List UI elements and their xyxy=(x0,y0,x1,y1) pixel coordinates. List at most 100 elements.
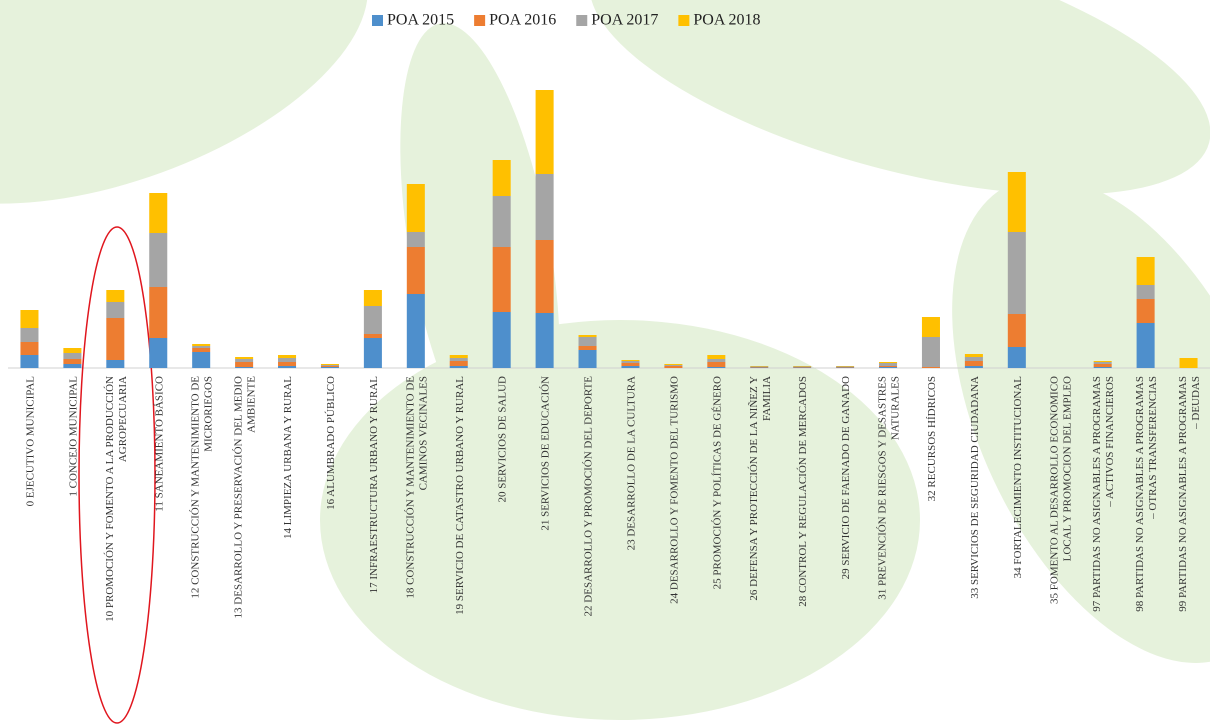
x-tick-label: 97 PARTIDAS NO ASIGNABLES A PROGRAMAS – … xyxy=(1091,376,1116,612)
x-tick-label: 22 DESARROLLO Y PROMOCIÓN DEL DEPORTE xyxy=(583,376,595,617)
x-tick-label: 21 SERVICIOS DE EDUCACIÓN xyxy=(540,376,552,531)
bar-segment xyxy=(964,354,983,357)
x-tick-label: 31 PREVENCIÓN DE RIESGOS Y DESASTRES NAT… xyxy=(877,376,902,600)
bar-segment xyxy=(1007,314,1026,347)
x-tick-label: 19 SERVICIO DE CATASTRO URBANO Y RURAL xyxy=(454,376,466,615)
x-tick-label: 23 DESARROLLO DE LA CULTURA xyxy=(625,376,637,550)
bar-segment xyxy=(1136,285,1155,299)
bar-segment xyxy=(320,364,339,365)
bar-segment xyxy=(793,366,812,367)
bar-segment xyxy=(964,366,983,368)
x-tick-label: 12 CONSTRUCCIÓN Y MANTENIMIENTO DE MICRO… xyxy=(190,376,215,599)
bar-segment xyxy=(621,366,640,368)
legend-label: POA 2018 xyxy=(693,12,760,29)
bar-segment xyxy=(1093,364,1112,367)
bar-segment xyxy=(20,355,39,368)
bar-segment xyxy=(20,342,39,355)
bar-segment xyxy=(621,361,640,363)
bar-segment xyxy=(1136,299,1155,323)
x-tick-label: 13 DESARROLLO Y PRESERVACIÓN DEL MEDIO A… xyxy=(233,376,258,619)
bar-segment xyxy=(707,367,726,368)
bar-segment xyxy=(964,357,983,361)
bar-segment xyxy=(836,366,855,367)
bar-segment xyxy=(363,338,382,368)
bar-segment xyxy=(535,90,554,174)
legend: POA 2015 POA 2016 POA 2017 POA 2018 xyxy=(372,12,761,29)
bar-segment xyxy=(1179,358,1198,368)
bar-segment xyxy=(535,174,554,240)
x-tick-label: 20 SERVICIOS DE SALUD xyxy=(497,376,509,503)
x-tick-label: 1 CONCEJO MUNICIPAL xyxy=(67,376,79,497)
bar-segment xyxy=(63,353,82,359)
bar-segment xyxy=(836,367,855,368)
bar-segment xyxy=(192,344,211,346)
bar-segment xyxy=(363,306,382,334)
bar-segment xyxy=(278,355,297,358)
bar-segment xyxy=(406,184,425,232)
x-tick-label: 35 FOMENTO AL DESARROLLO ECONOMICO LOCAL… xyxy=(1048,376,1073,604)
bar-segment xyxy=(578,337,597,346)
bar-segment xyxy=(621,363,640,366)
x-tick-label: 16 ALUMBRADO PÚBLICO xyxy=(325,376,337,510)
bar-segment xyxy=(406,294,425,368)
x-tick-label: 29 SERVICIO DE FAENADO DE GANADO xyxy=(840,376,852,579)
bar-segment xyxy=(879,362,898,363)
bar-segment xyxy=(578,335,597,337)
bar-segment xyxy=(235,357,254,359)
bar-segment xyxy=(149,193,168,233)
bar-segment xyxy=(278,366,297,368)
bar-segment xyxy=(921,367,940,368)
legend-swatch xyxy=(372,15,383,26)
bar-segment xyxy=(20,328,39,342)
bar-segment xyxy=(106,290,125,302)
bar-segment xyxy=(535,313,554,368)
bar-segment xyxy=(707,355,726,359)
x-tick-label: 32 RECURSOS HÍDRICOS xyxy=(926,376,938,501)
legend-swatch xyxy=(678,15,690,26)
bar-segment xyxy=(664,366,683,368)
bar-segment xyxy=(1136,323,1155,368)
bar-segment xyxy=(793,367,812,368)
bar-segment xyxy=(363,334,382,338)
legend-label: POA 2016 xyxy=(489,12,556,29)
bar-segment xyxy=(192,348,211,352)
bar-segment xyxy=(363,290,382,306)
bar-segment xyxy=(149,233,168,287)
bar-segment xyxy=(879,367,898,368)
bar-segment xyxy=(793,367,812,368)
bar-segment xyxy=(750,366,769,367)
bar-segment xyxy=(406,232,425,247)
x-tick-label: 24 DESARROLLO Y FOMENTO DEL TURISMO xyxy=(668,376,680,604)
bar-segment xyxy=(1093,367,1112,368)
highlight-ellipse xyxy=(78,226,156,724)
x-tick-label: 34 FORTALECIMIENTO INSTITUCIONAL xyxy=(1012,376,1024,579)
x-tick-label: 26 DEFENSA Y PROTECCIÓN DE LA NIÑEZ Y FA… xyxy=(748,376,773,601)
bar-segment xyxy=(879,366,898,367)
bar-segment xyxy=(63,359,82,364)
bar-segment xyxy=(320,365,339,366)
x-tick-label: 33 SERVICIOS DE SEGURIDAD CIUDADANA xyxy=(969,376,981,599)
bar-segment xyxy=(964,361,983,366)
x-tick-label: 28 CONTROL Y REGULACIÓN DE MERCADOS xyxy=(797,376,809,607)
bar-segment xyxy=(1136,257,1155,285)
bar-segment xyxy=(106,318,125,360)
bar-segment xyxy=(1093,361,1112,362)
bar-segment xyxy=(492,312,511,368)
bar-segment xyxy=(921,317,940,337)
legend-swatch xyxy=(576,15,588,26)
bar-segment xyxy=(836,366,855,367)
x-tick-label: 11 SANEAMIENTO BÁSICO xyxy=(153,376,165,512)
bar-segment xyxy=(750,366,769,367)
bar-segment xyxy=(1093,362,1112,364)
bar-segment xyxy=(492,160,511,196)
bar-segment xyxy=(192,352,211,368)
x-tick-label: 14 LIMPIEZA URBANA Y RURAL xyxy=(282,376,294,539)
legend-label: POA 2015 xyxy=(387,12,454,29)
x-tick-label: 25 PROMOCIÓN Y POLÍTICAS DE GÉNERO xyxy=(711,376,723,589)
x-tick-label: 98 PARTIDAS NO ASIGNABLES A PROGRAMAS – … xyxy=(1134,376,1159,612)
bar-segment xyxy=(750,367,769,368)
bar-segment xyxy=(1007,232,1026,314)
bar-segment xyxy=(621,360,640,361)
bar-segment xyxy=(535,240,554,313)
